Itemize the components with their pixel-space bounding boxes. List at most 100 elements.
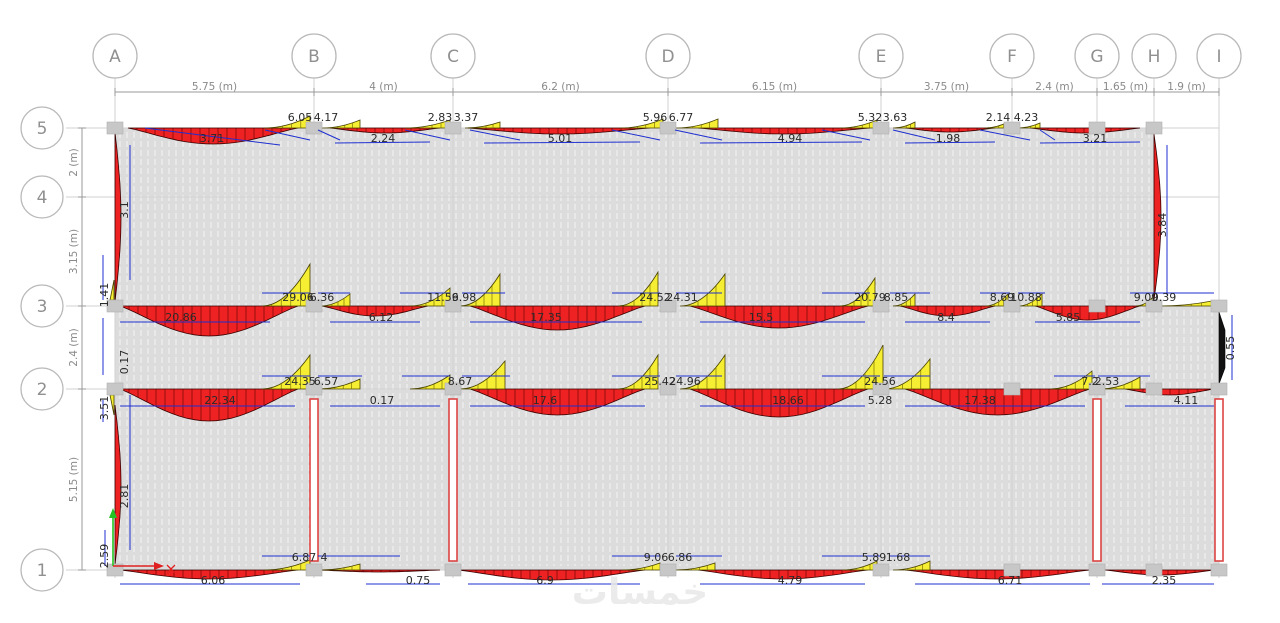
moment-value-label: 5.28 — [868, 394, 893, 407]
grid-bubble-d — [645, 33, 691, 79]
positive-moment-fill — [892, 292, 916, 307]
row-spacing-label: 5.15 (m) — [68, 457, 80, 502]
negative-moment-fill — [119, 388, 299, 422]
moment-value-label: 2.53 — [1095, 375, 1120, 388]
positive-moment — [839, 119, 878, 129]
positive-moment-fill — [409, 287, 451, 307]
negative-moment-fill — [689, 305, 869, 329]
row-spacing-label: 2.4 (m) — [68, 328, 80, 366]
moment-value-label: 24.96 — [669, 375, 701, 388]
moment-value-label: 1.68 — [886, 551, 911, 564]
x-axis-arrow — [154, 562, 164, 570]
moment-value-label: 1.41 — [98, 283, 111, 308]
column — [1210, 299, 1228, 313]
moment-label-line — [979, 129, 1031, 141]
moment-value-label: 6.9 — [536, 574, 554, 587]
moment-value-label: 25.42 — [644, 375, 676, 388]
negative-moment-fill — [467, 127, 651, 135]
grid-label-c: C — [447, 47, 459, 67]
moment-label-line — [264, 129, 311, 141]
moment-value-label: 3.37 — [454, 111, 479, 124]
moment-label-line — [404, 129, 451, 141]
moment-value-label: 3.71 — [200, 132, 225, 145]
negative-moment-fill — [321, 305, 429, 317]
moment-value-label: 24.31 — [666, 291, 698, 304]
negative-moment-fill — [119, 569, 299, 580]
negative-moment-fill — [119, 305, 299, 337]
moment-value-label: 5.01 — [548, 132, 573, 145]
moment-value-label: 17.35 — [530, 311, 562, 324]
positive-moment-fill — [263, 115, 311, 129]
moment-value-label: 11.59 — [427, 291, 459, 304]
column — [872, 121, 890, 135]
grid-label-e: E — [876, 47, 887, 67]
moment-value-label: 6.57 — [314, 375, 339, 388]
positive-moment — [319, 563, 361, 571]
moment-value-label: 6.06 — [201, 574, 226, 587]
moment-value-label: 3.63 — [883, 111, 908, 124]
moment-value-label: 9.06 — [644, 551, 669, 564]
shear-wall — [309, 398, 319, 562]
grid-label-5: 5 — [37, 119, 48, 139]
moment-label-line — [821, 129, 871, 141]
column — [106, 121, 124, 135]
moment-label-line — [892, 129, 936, 141]
moment-value-label: 2.35 — [1152, 574, 1177, 587]
grid-label-h: H — [1148, 47, 1161, 67]
column — [444, 299, 462, 313]
negative-moment — [467, 127, 651, 135]
moment-value-label: 15.5 — [749, 311, 774, 324]
negative-moment-fill — [904, 569, 1091, 580]
positive-moment-fill — [319, 293, 351, 307]
moment-value-label: 10.88 — [1010, 291, 1042, 304]
positive-moment — [263, 115, 311, 129]
negative-moment-fill — [689, 388, 869, 418]
grid-label-a: A — [109, 47, 121, 67]
negative-moment-fill — [1029, 127, 1141, 134]
moment-value-label: 8.85 — [884, 291, 909, 304]
row-spacing-label: 2 (m) — [68, 148, 80, 176]
column — [444, 382, 462, 396]
column — [1210, 382, 1228, 396]
negative-moment-fill — [114, 131, 122, 303]
positive-moment-fill — [404, 119, 451, 129]
column-spacing-label: 3.75 (m) — [924, 81, 969, 93]
column — [106, 299, 124, 313]
negative-moment-fill — [329, 127, 441, 134]
grid-label-4: 4 — [37, 188, 48, 208]
column — [1145, 382, 1163, 396]
grid-label-2: 2 — [37, 380, 48, 400]
moment-value-label: 4.94 — [778, 132, 803, 145]
moment-value-label: 22.34 — [204, 394, 236, 407]
negative-moment — [119, 305, 299, 337]
row-spacing-label: 3.15 (m) — [68, 229, 80, 274]
moment-value-label: 4.11 — [1174, 394, 1199, 407]
positive-moment — [1049, 370, 1093, 390]
negative-moment — [689, 388, 869, 418]
grid-label-3: 3 — [37, 297, 48, 317]
moment-value-label: 2.24 — [371, 132, 396, 145]
positive-moment — [892, 121, 916, 129]
moment-value-label: 5.32 — [858, 111, 883, 124]
negative-moment-fill — [904, 388, 1091, 416]
moment-value-label: 0.17 — [370, 394, 395, 407]
moment-value-label: 8.4 — [937, 311, 955, 324]
moment-value-label: 3.1 — [118, 201, 131, 219]
moment-value-label: 5.85 — [1056, 311, 1081, 324]
negative-moment-fill — [469, 305, 646, 331]
positive-moment — [675, 118, 719, 129]
moment-value-label: 8.69 — [990, 291, 1015, 304]
moment-value-label: 7.2 — [1081, 375, 1099, 388]
grid-bubble-5 — [20, 106, 64, 150]
moment-value-label: 8.67 — [448, 375, 473, 388]
negative-moment — [321, 305, 429, 317]
column — [872, 382, 890, 396]
moment-value-label: 24.35 — [284, 375, 316, 388]
positive-moment — [321, 119, 361, 129]
moment-value-label: 20.79 — [854, 291, 886, 304]
column — [659, 121, 677, 135]
moment-value-label: 6.98 — [452, 291, 477, 304]
moment-value-label: 0.75 — [406, 574, 431, 587]
